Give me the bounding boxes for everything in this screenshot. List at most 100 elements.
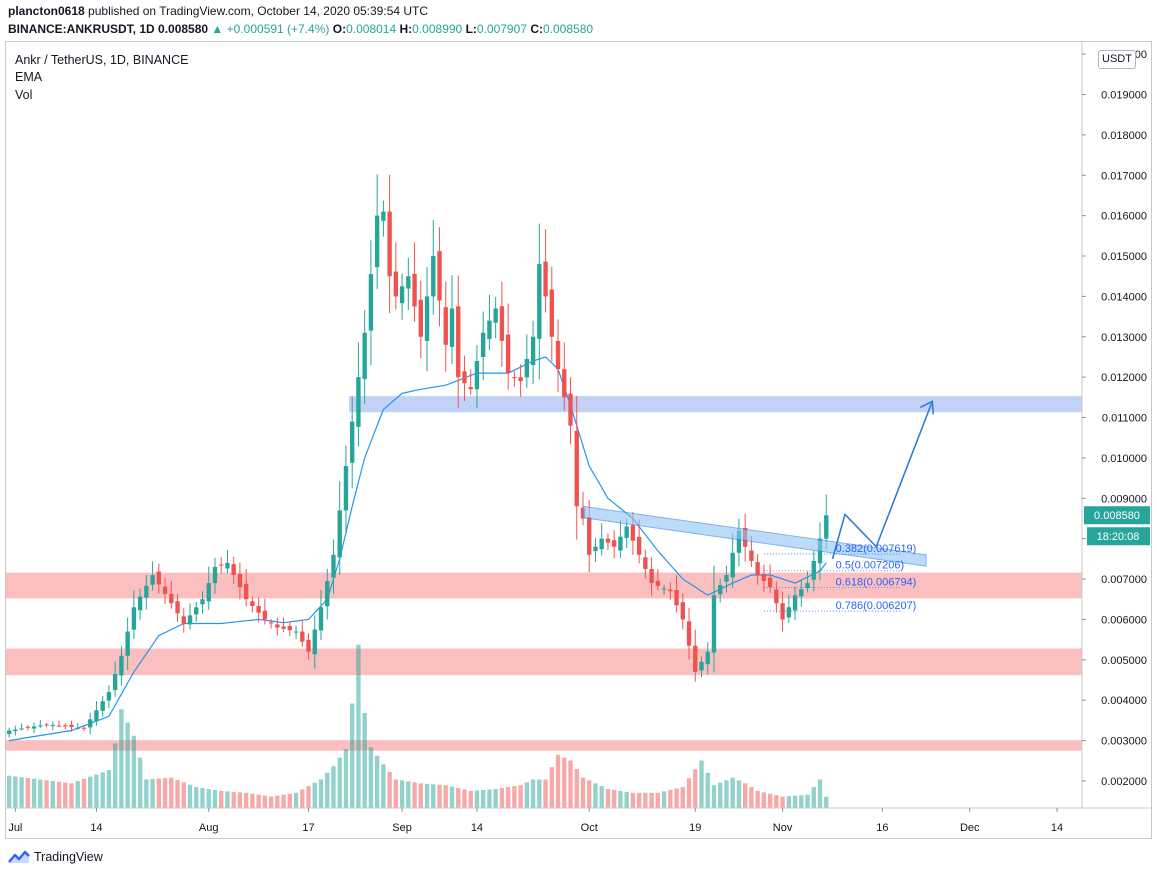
- volume-bar: [56, 781, 62, 808]
- volume-bar: [25, 777, 31, 808]
- candle-body: [468, 387, 473, 390]
- candle-body: [568, 393, 573, 426]
- candle: [574, 395, 579, 540]
- legend-vol[interactable]: Vol: [15, 88, 33, 102]
- volume-bar: [543, 779, 548, 808]
- volume-bar: [250, 793, 255, 808]
- legend-ema[interactable]: EMA: [15, 70, 43, 84]
- candle: [505, 303, 511, 390]
- volume-bar: [449, 786, 455, 808]
- candle: [424, 267, 430, 372]
- candle-body: [824, 515, 829, 539]
- candle: [699, 656, 704, 677]
- candle: [81, 725, 87, 732]
- volume-bar: [587, 780, 592, 808]
- candle: [25, 725, 31, 731]
- candle: [605, 533, 611, 551]
- candle: [786, 594, 792, 624]
- candle-body: [549, 289, 554, 337]
- candle: [312, 615, 317, 669]
- volume-bar: [580, 777, 586, 808]
- candle-body: [462, 371, 467, 384]
- plot-area: [6, 174, 1082, 808]
- candle: [811, 550, 816, 592]
- volume-bar: [630, 792, 636, 808]
- candle-body: [505, 334, 511, 374]
- candle-body: [799, 589, 804, 597]
- candle: [131, 590, 137, 639]
- candle: [724, 565, 729, 593]
- candle-body: [749, 550, 754, 561]
- volume-bar: [443, 785, 448, 808]
- x-tick-label: Nov: [773, 822, 793, 834]
- volume-bar: [537, 779, 542, 808]
- candle: [112, 661, 118, 697]
- low-label: L:: [465, 22, 477, 36]
- volume-bar: [593, 783, 598, 808]
- candle: [187, 603, 193, 630]
- candle-body: [219, 564, 224, 566]
- candle: [287, 621, 292, 637]
- author-name[interactable]: plancton0618: [8, 4, 85, 18]
- volume-bar: [755, 790, 760, 808]
- y-tick-label: 0.013000: [1101, 332, 1147, 344]
- volume-bar: [175, 779, 180, 808]
- volume-bar: [480, 789, 486, 808]
- candle-body: [792, 595, 798, 611]
- candle: [618, 520, 623, 558]
- candle-body: [599, 538, 604, 550]
- candle: [824, 494, 829, 550]
- volume-bar: [474, 790, 480, 808]
- zone-support-1: [6, 572, 1082, 599]
- volume-bar: [555, 754, 561, 808]
- candle: [325, 568, 330, 620]
- candle: [281, 617, 286, 632]
- candle: [661, 584, 667, 595]
- candle-body: [649, 568, 654, 584]
- volume-bar: [817, 779, 823, 808]
- candle: [462, 355, 467, 402]
- candle-body: [150, 575, 155, 585]
- y-tick-label: 0.015000: [1101, 251, 1147, 263]
- candle-body: [268, 622, 274, 624]
- x-tick-label: 14: [471, 822, 483, 834]
- volume-bar: [156, 778, 162, 808]
- candle: [275, 617, 280, 636]
- currency-badge[interactable]: USDT: [1098, 50, 1136, 69]
- volume-bar: [749, 787, 754, 808]
- volume-bar: [437, 784, 442, 808]
- volume-bar: [811, 787, 816, 808]
- volume-bar: [119, 709, 124, 808]
- candle: [381, 200, 386, 237]
- legend-title[interactable]: Ankr / TetherUS, 1D, BINANCE: [15, 53, 189, 67]
- volume-bar: [212, 789, 218, 808]
- candle: [374, 174, 380, 290]
- volume-bar: [243, 792, 249, 808]
- last-price: 0.008580: [158, 22, 209, 36]
- volume-bar: [262, 795, 268, 808]
- y-tick-label: 0.017000: [1101, 170, 1147, 182]
- candle: [792, 586, 798, 621]
- candle-body: [530, 336, 536, 366]
- x-tick-label: Aug: [199, 822, 219, 834]
- candle: [6, 727, 12, 738]
- x-tick-label: Dec: [960, 822, 980, 834]
- y-tick-label: 0.005000: [1101, 655, 1147, 667]
- candle: [75, 722, 80, 730]
- tradingview-logo[interactable]: TradingView: [8, 850, 103, 864]
- volume-bar: [636, 792, 642, 808]
- candle-body: [705, 651, 710, 665]
- y-tick-label: 0.010000: [1101, 453, 1147, 465]
- candle-body: [63, 725, 68, 727]
- candle: [219, 557, 224, 574]
- candle-body: [374, 215, 380, 268]
- y-tick-label: 0.003000: [1101, 736, 1147, 748]
- candle: [530, 320, 536, 384]
- volume-bar: [518, 785, 523, 808]
- volume-bar: [530, 779, 536, 808]
- candle: [237, 562, 243, 600]
- volume-bar: [562, 757, 567, 808]
- volume-bar: [686, 778, 692, 808]
- volume-bar: [137, 757, 143, 808]
